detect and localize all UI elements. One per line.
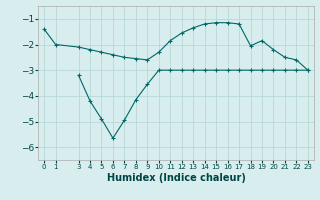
X-axis label: Humidex (Indice chaleur): Humidex (Indice chaleur) xyxy=(107,173,245,183)
